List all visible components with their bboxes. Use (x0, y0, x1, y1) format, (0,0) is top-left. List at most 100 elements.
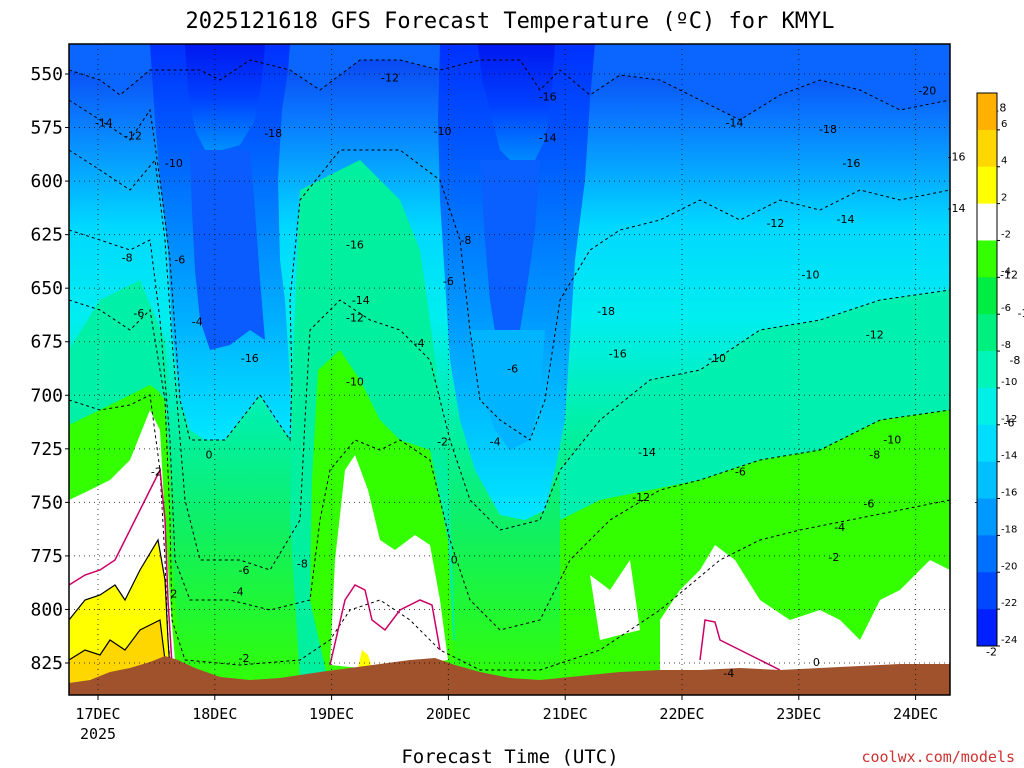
contour-label: -4 (723, 667, 734, 680)
colorbar-swatch (977, 351, 997, 389)
contour-label: -10 (434, 125, 452, 138)
contour-label: -14 (95, 116, 113, 129)
colorbar-label: -8 (1001, 340, 1011, 351)
white-patch-20dec (590, 560, 640, 640)
y-tick-label: 625 (30, 225, 63, 246)
contour-label: -8 (460, 234, 471, 247)
contour-label: 0 (451, 553, 458, 566)
colorbar-swatch (977, 314, 997, 352)
contour-label: -16 (842, 157, 860, 170)
x-axis: 17DEC 18DEC 19DEC 20DEC 21DEC 22DEC 23DEC 24DEC (75, 695, 938, 723)
colorbar-swatch (977, 572, 997, 610)
colorbar-swatch (977, 424, 997, 463)
warm-isotherm-lines (69, 538, 171, 671)
contour-label: -4 (192, 316, 203, 329)
contour-label: -16 (947, 151, 965, 164)
y-tick-label: 775 (30, 546, 63, 567)
y-tick-label: 750 (30, 492, 63, 513)
colorbar-swatch (977, 498, 997, 536)
colorbar-label: -6 (1001, 303, 1011, 314)
contour-label: -6 (507, 363, 518, 376)
contour-label: -6 (133, 307, 144, 320)
x-tick-label: 24DEC (893, 705, 938, 723)
colorbar-swatch (977, 609, 997, 647)
contour-label: -4 (414, 337, 425, 350)
contour-label: -2 (986, 645, 997, 658)
x-tick-label: 19DEC (309, 705, 354, 723)
colorbar-label: -2 (1001, 229, 1011, 240)
y-tick-label: 825 (30, 653, 63, 674)
contour-label: -16 (539, 91, 557, 104)
contour-label: -12 (124, 129, 142, 142)
x-tick-label: 23DEC (776, 705, 821, 723)
contour-label: -16 (241, 352, 259, 365)
y-tick-label: 800 (30, 599, 63, 620)
isotherm-lines (69, 59, 950, 681)
colorbar: 6 4 2 -2 -4 -6 -8 -10 -12 -14 -16 -18 -20 -22 -24 (976, 92, 1017, 647)
terrain (69, 656, 950, 695)
colorbar-label: -18 (1001, 524, 1017, 535)
contour-label: -4 (834, 521, 845, 534)
contour-label: -10 (883, 433, 901, 446)
contour-label: -14 (352, 294, 370, 307)
x-tick-label: 22DEC (659, 705, 704, 723)
contour-label: 0 (813, 656, 820, 669)
cold-tongue-18dec (190, 150, 265, 350)
coldest-core-18dec (185, 44, 265, 150)
contour-label: -10 (1018, 307, 1024, 320)
colorbar-swatch (977, 203, 997, 241)
colorbar-frame (976, 92, 998, 647)
x-axis-label: Forecast Time (UTC) (401, 746, 618, 768)
contour-label: -18 (819, 123, 837, 136)
x-tick-label: 21DEC (543, 705, 588, 723)
colorbar-label: 2 (1001, 193, 1007, 204)
x-tick-label: 17DEC (75, 705, 120, 723)
contour-label: -10 (801, 268, 819, 281)
contour-label: -16 (346, 238, 364, 251)
grid-lines (69, 44, 950, 695)
colorbar-swatch (977, 166, 997, 205)
contour-label: -14 (638, 446, 656, 459)
credit-text[interactable]: coolwx.com/models (861, 748, 1015, 766)
contour-label: -2 (151, 466, 162, 479)
contour-label: -2 (437, 436, 448, 449)
colorbar-swatch (977, 461, 997, 500)
contour-label: -14 (539, 131, 557, 144)
chart-title: 2025121618 GFS Forecast Temperature (ºC)… (185, 9, 834, 34)
colorbar-swatch (977, 129, 997, 168)
contour-label: -6 (239, 564, 250, 577)
colorbar-swatch (977, 240, 997, 278)
x-tick-label: 18DEC (192, 705, 237, 723)
plot-area (69, 44, 950, 695)
y-tick-label: 700 (30, 385, 63, 406)
contour-labels: -12-16 -20-18-14-12-10-18 -10 -14-14 -18-16-… (95, 71, 1024, 680)
contour-label: -18 (264, 127, 282, 140)
contour-label: -2 (239, 652, 250, 665)
contour-label: -10 (708, 352, 726, 365)
y-axis: 550 575 600 625 650 675 700 725 750 775 800 825 (30, 64, 69, 674)
y-tick-label: 650 (30, 278, 63, 299)
y-tick-label: 550 (30, 64, 63, 85)
contour-label: -12 (866, 328, 884, 341)
green-band-late-week (560, 410, 950, 695)
y-tick-label: 725 (30, 439, 63, 460)
cold-tongue-20dec (480, 160, 540, 360)
contour-label: -6 (443, 275, 454, 288)
contour-label: -6 (735, 466, 746, 479)
contour-label: -4 (490, 436, 501, 449)
colorbar-swatch (977, 535, 997, 573)
contour-label: -12 (1000, 268, 1018, 281)
colorbar-label: 6 (1001, 119, 1007, 130)
colorbar-swatch (977, 93, 997, 131)
freezing-line (69, 467, 781, 671)
y-tick-label: 675 (30, 332, 63, 353)
colorbar-label: 4 (1001, 156, 1007, 167)
contour-label: -18 (597, 305, 615, 318)
colorbar-label: -12 (1001, 414, 1017, 425)
colorbar-label: -20 (1001, 561, 1017, 572)
contour-label: -12 (381, 71, 399, 84)
colorbar-label: -14 (1001, 451, 1017, 462)
mild-band-17dec (69, 280, 170, 425)
colorbar-swatch (977, 387, 997, 426)
